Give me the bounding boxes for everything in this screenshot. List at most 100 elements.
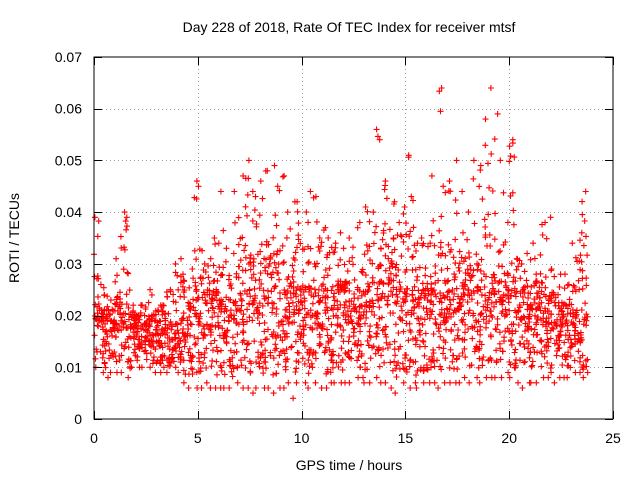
data-point <box>411 283 418 290</box>
data-point <box>340 327 347 334</box>
data-point <box>517 357 523 364</box>
data-point <box>341 261 348 268</box>
data-point <box>196 368 203 375</box>
data-point <box>508 336 514 343</box>
data-point <box>220 335 227 342</box>
data-point <box>295 220 302 227</box>
data-point <box>322 267 329 273</box>
data-point <box>367 334 374 341</box>
data-point <box>253 221 260 227</box>
data-point <box>420 367 427 374</box>
data-point <box>274 183 281 190</box>
data-point <box>367 355 374 362</box>
data-point <box>276 352 283 359</box>
data-point <box>524 250 531 257</box>
data-point <box>527 256 534 263</box>
data-point <box>300 340 307 347</box>
data-point <box>482 292 489 299</box>
data-point <box>158 340 165 347</box>
data-point <box>238 357 244 364</box>
data-point <box>456 268 463 274</box>
data-point <box>323 385 330 391</box>
data-point <box>101 343 108 349</box>
data-point <box>325 315 332 322</box>
data-point <box>545 315 552 321</box>
data-point <box>375 297 381 304</box>
data-point <box>287 225 294 232</box>
data-point <box>210 288 217 295</box>
data-point <box>355 353 362 360</box>
data-point <box>379 290 386 297</box>
data-point <box>283 234 290 241</box>
data-point <box>106 312 113 319</box>
data-point <box>109 306 116 313</box>
data-point <box>120 266 127 273</box>
data-point <box>250 271 257 278</box>
data-point <box>532 280 539 287</box>
data-point <box>316 235 323 241</box>
data-point <box>231 188 238 195</box>
data-point <box>528 363 535 370</box>
data-point <box>464 236 471 243</box>
data-point <box>553 352 560 359</box>
data-point <box>459 350 466 356</box>
data-point <box>346 379 353 386</box>
data-point <box>172 364 179 371</box>
data-point <box>258 341 265 348</box>
data-point <box>338 332 345 339</box>
data-point <box>223 245 230 252</box>
data-point <box>406 320 413 327</box>
data-point <box>366 218 373 225</box>
data-point <box>315 292 322 299</box>
data-point <box>375 347 382 354</box>
data-point <box>460 296 466 303</box>
data-point <box>455 305 462 312</box>
data-point <box>235 214 242 221</box>
x-tick-label: 15 <box>398 430 414 446</box>
data-point <box>124 269 131 276</box>
y-tick-label: 0.07 <box>55 49 82 65</box>
data-point <box>103 327 110 334</box>
data-point <box>473 343 480 350</box>
data-point <box>196 246 203 253</box>
data-point <box>584 313 591 320</box>
data-point <box>200 289 207 296</box>
data-point <box>149 331 156 338</box>
data-point <box>126 287 133 294</box>
data-point <box>168 326 175 333</box>
data-point <box>478 291 485 298</box>
data-point <box>489 188 496 194</box>
data-point <box>476 379 483 386</box>
data-point <box>320 281 327 288</box>
data-point <box>524 283 531 290</box>
data-point <box>200 335 207 342</box>
data-point <box>399 307 405 314</box>
data-point <box>335 363 342 370</box>
data-point <box>182 339 189 346</box>
data-point <box>362 360 369 367</box>
data-point <box>267 349 274 356</box>
data-point <box>472 317 479 324</box>
data-point <box>325 340 332 346</box>
data-point <box>493 326 500 333</box>
data-point <box>482 234 489 241</box>
data-point <box>477 311 484 318</box>
data-point <box>302 286 309 293</box>
data-point <box>492 210 499 217</box>
data-point <box>209 304 216 311</box>
data-point <box>348 308 355 315</box>
data-point <box>539 280 546 286</box>
data-point <box>281 172 288 179</box>
data-point <box>565 336 572 343</box>
data-point <box>261 319 268 326</box>
data-point <box>563 354 570 360</box>
data-point <box>195 183 202 190</box>
data-point <box>455 327 462 333</box>
data-point <box>240 319 247 326</box>
data-point <box>338 359 344 366</box>
data-point <box>170 291 177 298</box>
data-point <box>459 188 466 195</box>
data-point <box>487 332 494 339</box>
data-point <box>112 353 119 360</box>
data-point <box>342 298 349 305</box>
